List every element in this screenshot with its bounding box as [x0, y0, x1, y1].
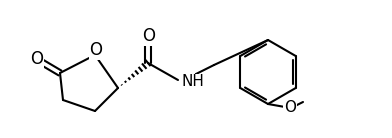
Text: O: O	[143, 27, 156, 45]
Text: NH: NH	[182, 75, 205, 90]
Text: O: O	[31, 50, 44, 68]
Text: O: O	[284, 99, 296, 115]
Text: O: O	[89, 41, 102, 59]
